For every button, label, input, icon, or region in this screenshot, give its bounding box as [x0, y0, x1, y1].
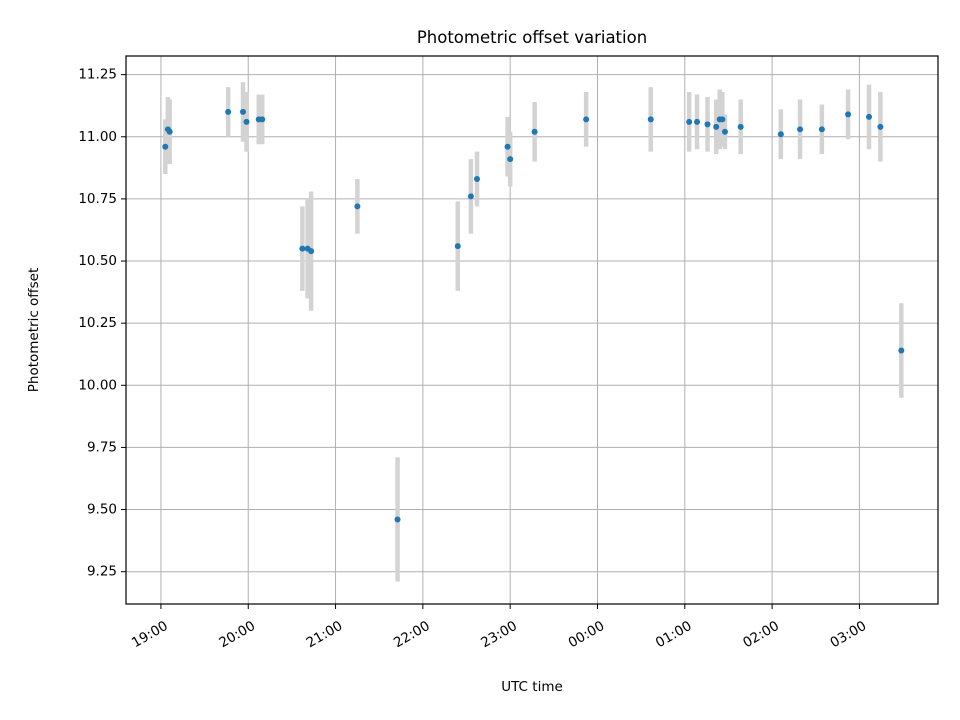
y-tick-label: 11.00: [78, 129, 117, 145]
x-tick-label: 22:00: [391, 618, 433, 651]
data-point: [259, 116, 266, 123]
data-point: [877, 123, 884, 130]
data-point: [394, 516, 401, 523]
x-tick-label: 01:00: [653, 618, 695, 651]
data-point: [719, 116, 726, 123]
x-tick-label: 19:00: [129, 618, 171, 651]
data-point: [467, 193, 474, 200]
data-point: [845, 111, 852, 118]
data-point: [737, 123, 744, 130]
x-tick-label: 02:00: [740, 618, 782, 651]
error-bars: [163, 82, 904, 582]
data-point: [308, 248, 315, 255]
data-point: [507, 156, 514, 163]
y-tick-label: 9.25: [87, 564, 117, 580]
data-point: [162, 143, 169, 150]
y-axis-label: Photometric offset: [26, 268, 42, 392]
data-point: [777, 131, 784, 138]
y-axis-ticks: 9.25 9.50 9.75 10.00 10.25 10.50 10.75 11.00 11.…: [78, 67, 126, 580]
y-tick-label: 9.50: [87, 502, 117, 518]
x-axis-label: UTC time: [501, 679, 563, 695]
chart-title: Photometric offset variation: [417, 28, 647, 47]
x-tick-label: 23:00: [478, 618, 520, 651]
y-tick-label: 11.25: [78, 67, 117, 83]
data-point: [354, 203, 361, 210]
x-tick-label: 03:00: [828, 618, 870, 651]
x-tick-label: 20:00: [216, 618, 258, 651]
data-point: [166, 128, 173, 135]
data-point: [583, 116, 590, 123]
y-tick-label: 10.50: [78, 253, 117, 269]
data-point: [531, 128, 538, 135]
plot-area-frame: [125, 55, 939, 605]
data-point: [818, 126, 825, 133]
data-point: [454, 243, 461, 250]
data-point: [797, 126, 804, 133]
data-point: [243, 118, 250, 125]
data-point: [898, 347, 905, 354]
data-point: [704, 121, 711, 128]
data-point: [686, 118, 693, 125]
grid: [126, 56, 938, 604]
data-point: [647, 116, 654, 123]
data-point: [299, 245, 306, 252]
data-points: [162, 108, 905, 523]
data-point: [721, 128, 728, 135]
y-tick-label: 10.25: [78, 315, 117, 331]
y-tick-label: 10.00: [78, 377, 117, 393]
data-point: [473, 176, 480, 183]
data-point: [713, 123, 720, 130]
data-point: [504, 143, 511, 150]
y-tick-label: 10.75: [78, 191, 117, 207]
x-tick-label: 21:00: [304, 618, 346, 651]
data-point: [239, 108, 246, 115]
data-point: [225, 108, 232, 115]
data-point: [866, 113, 873, 120]
y-tick-label: 9.75: [87, 439, 117, 455]
data-point: [694, 118, 701, 125]
x-tick-label: 00:00: [566, 618, 608, 651]
x-axis-ticks: 19:00 20:00 21:00 22:00 23:00 00:00 01:00 02:00…: [129, 604, 869, 651]
